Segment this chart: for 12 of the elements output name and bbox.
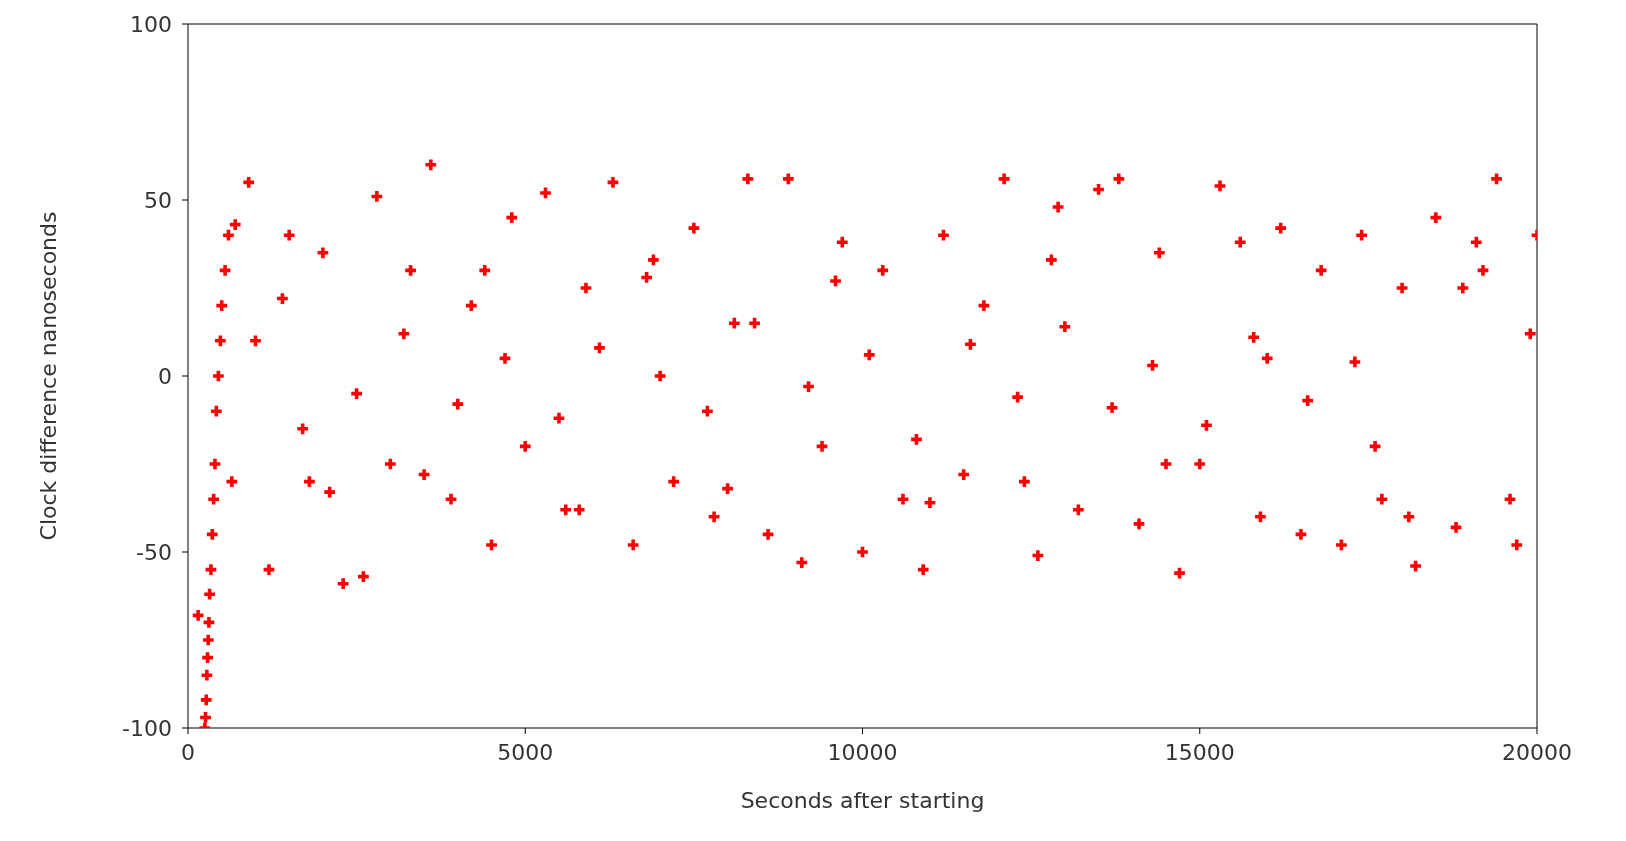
x-axis-title: Seconds after starting (740, 788, 985, 813)
x-tick-label: 0 (181, 739, 195, 765)
x-tick-label: 20000 (1502, 739, 1572, 765)
y-tick-label: 50 (144, 187, 172, 213)
y-tick-label: 100 (130, 11, 172, 37)
x-tick-label: 15000 (1164, 739, 1235, 765)
y-tick-label: -100 (122, 715, 172, 741)
y-tick-label: 0 (158, 363, 172, 389)
x-tick-label: 5000 (497, 739, 554, 765)
y-axis-title: Clock difference nanoseconds (35, 211, 61, 541)
x-tick-label: 10000 (827, 739, 898, 765)
y-tick-label: -50 (136, 539, 172, 565)
